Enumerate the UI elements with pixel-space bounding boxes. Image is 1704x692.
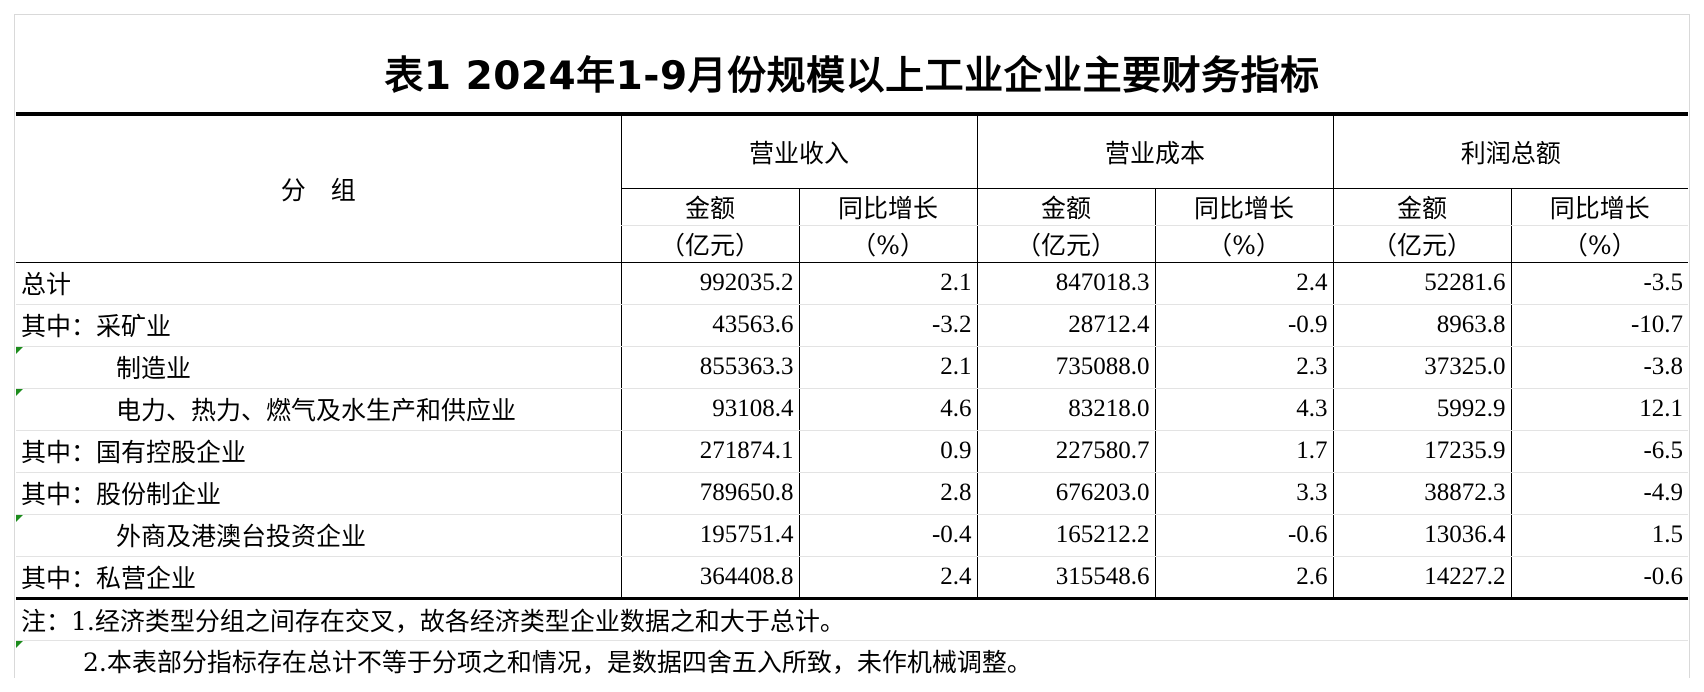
profit-growth-cell[interactable]: -0.6 bbox=[1510, 556, 1689, 600]
cost-growth-cell[interactable]: -0.9 bbox=[1154, 304, 1334, 347]
cost-amount-cell[interactable]: 165212.2 bbox=[976, 514, 1156, 557]
profit-growth-unit[interactable]: （%） bbox=[1510, 225, 1689, 263]
revenue-amount-cell[interactable]: 789650.8 bbox=[620, 472, 799, 515]
profit-growth-cell[interactable]: -4.9 bbox=[1510, 472, 1689, 515]
revenue-amount-cell[interactable]: 992035.2 bbox=[620, 262, 799, 305]
profit-amount-cell[interactable]: 38872.3 bbox=[1332, 472, 1512, 515]
cost-amount-header[interactable]: 金额 bbox=[976, 188, 1156, 226]
group-header-cell[interactable]: 分 组 bbox=[16, 112, 621, 263]
sheet-gridline bbox=[14, 14, 15, 678]
revenue-amount-cell[interactable]: 364408.8 bbox=[620, 556, 799, 600]
table-title[interactable]: 表1 2024年1-9月份规模以上工业企业主要财务指标 bbox=[384, 54, 1320, 99]
profit-amount-cell[interactable]: 13036.4 bbox=[1332, 514, 1512, 557]
cost-amount-cell[interactable]: 735088.0 bbox=[976, 346, 1156, 389]
profit-amount-header[interactable]: 金额 bbox=[1332, 188, 1512, 226]
profit-growth-cell[interactable]: -10.7 bbox=[1510, 304, 1689, 347]
profit-amount-cell[interactable]: 37325.0 bbox=[1332, 346, 1512, 389]
table-row: 电力、热力、燃气及水生产和供应业 93108.4 4.6 83218.0 4.3… bbox=[16, 388, 1689, 431]
financial-indicators-table: 分 组 营业收入 营业成本 利润总额 金额 同比增长 金额 同比增长 金额 同比… bbox=[16, 112, 1689, 682]
row-label[interactable]: 制造业 bbox=[16, 346, 621, 389]
table-note-2[interactable]: 2.本表部分指标存在总计不等于分项之和情况，是数据四舍五入所致，未作机械调整。 bbox=[16, 640, 1688, 682]
cost-amount-cell[interactable]: 227580.7 bbox=[976, 430, 1156, 473]
table-row: 总计 992035.2 2.1 847018.3 2.4 52281.6 -3.… bbox=[16, 262, 1689, 305]
cost-growth-cell[interactable]: -0.6 bbox=[1154, 514, 1334, 557]
cost-amount-cell[interactable]: 676203.0 bbox=[976, 472, 1156, 515]
cost-growth-header[interactable]: 同比增长 bbox=[1154, 188, 1334, 226]
revenue-growth-cell[interactable]: -0.4 bbox=[798, 514, 978, 557]
row-label[interactable]: 外商及港澳台投资企业 bbox=[16, 514, 621, 557]
cost-growth-cell[interactable]: 1.7 bbox=[1154, 430, 1334, 473]
profit-growth-cell[interactable]: -3.5 bbox=[1510, 262, 1689, 305]
table-row: 其中：国有控股企业 271874.1 0.9 227580.7 1.7 1723… bbox=[16, 430, 1689, 473]
profit-amount-unit[interactable]: （亿元） bbox=[1332, 225, 1512, 263]
table-row: 其中：采矿业 43563.6 -3.2 28712.4 -0.9 8963.8 … bbox=[16, 304, 1689, 347]
revenue-growth-cell[interactable]: 4.6 bbox=[798, 388, 978, 431]
profit-amount-cell[interactable]: 5992.9 bbox=[1332, 388, 1512, 431]
row-label[interactable]: 其中：私营企业 bbox=[16, 556, 621, 600]
row-label[interactable]: 电力、热力、燃气及水生产和供应业 bbox=[16, 388, 621, 431]
group-header-label: 分 组 bbox=[280, 175, 356, 205]
profit-growth-cell[interactable]: -6.5 bbox=[1510, 430, 1689, 473]
table-note-1[interactable]: 注：1.经济类型分组之间存在交叉，故各经济类型企业数据之和大于总计。 bbox=[16, 598, 1689, 641]
cost-group-header[interactable]: 营业成本 bbox=[976, 112, 1334, 189]
table-row: 其中：股份制企业 789650.8 2.8 676203.0 3.3 38872… bbox=[16, 472, 1689, 515]
profit-amount-cell[interactable]: 17235.9 bbox=[1332, 430, 1512, 473]
profit-amount-cell[interactable]: 52281.6 bbox=[1332, 262, 1512, 305]
cost-growth-cell[interactable]: 2.4 bbox=[1154, 262, 1334, 305]
revenue-growth-cell[interactable]: 2.8 bbox=[798, 472, 978, 515]
sheet-gridline bbox=[14, 14, 1690, 15]
table-row: 外商及港澳台投资企业 195751.4 -0.4 165212.2 -0.6 1… bbox=[16, 514, 1689, 557]
revenue-amount-header[interactable]: 金额 bbox=[620, 188, 799, 226]
profit-growth-header[interactable]: 同比增长 bbox=[1510, 188, 1689, 226]
cost-amount-unit[interactable]: （亿元） bbox=[976, 225, 1156, 263]
cost-amount-cell[interactable]: 315548.6 bbox=[976, 556, 1156, 600]
revenue-amount-cell[interactable]: 195751.4 bbox=[620, 514, 799, 557]
row-label[interactable]: 其中：股份制企业 bbox=[16, 472, 621, 515]
cost-growth-cell[interactable]: 4.3 bbox=[1154, 388, 1334, 431]
revenue-growth-cell[interactable]: 2.1 bbox=[798, 346, 978, 389]
profit-amount-cell[interactable]: 8963.8 bbox=[1332, 304, 1512, 347]
cost-amount-cell[interactable]: 83218.0 bbox=[976, 388, 1156, 431]
profit-growth-cell[interactable]: 12.1 bbox=[1510, 388, 1689, 431]
cost-growth-cell[interactable]: 2.6 bbox=[1154, 556, 1334, 600]
revenue-amount-cell[interactable]: 43563.6 bbox=[620, 304, 799, 347]
cost-growth-cell[interactable]: 3.3 bbox=[1154, 472, 1334, 515]
profit-growth-cell[interactable]: 1.5 bbox=[1510, 514, 1689, 557]
revenue-amount-cell[interactable]: 271874.1 bbox=[620, 430, 799, 473]
row-label[interactable]: 总计 bbox=[16, 262, 621, 305]
revenue-group-header[interactable]: 营业收入 bbox=[620, 112, 978, 189]
revenue-growth-cell[interactable]: 2.1 bbox=[798, 262, 978, 305]
revenue-growth-header[interactable]: 同比增长 bbox=[798, 188, 978, 226]
sheet-gridline bbox=[1689, 14, 1690, 678]
table-row: 制造业 855363.3 2.1 735088.0 2.3 37325.0 -3… bbox=[16, 346, 1689, 389]
revenue-amount-cell[interactable]: 855363.3 bbox=[620, 346, 799, 389]
revenue-amount-unit[interactable]: （亿元） bbox=[620, 225, 799, 263]
row-label[interactable]: 其中：国有控股企业 bbox=[16, 430, 621, 473]
profit-growth-cell[interactable]: -3.8 bbox=[1510, 346, 1689, 389]
profit-group-header[interactable]: 利润总额 bbox=[1332, 112, 1689, 189]
cost-amount-cell[interactable]: 847018.3 bbox=[976, 262, 1156, 305]
cost-growth-cell[interactable]: 2.3 bbox=[1154, 346, 1334, 389]
table-row: 其中：私营企业 364408.8 2.4 315548.6 2.6 14227.… bbox=[16, 556, 1689, 600]
revenue-growth-cell[interactable]: 2.4 bbox=[798, 556, 978, 600]
revenue-growth-unit[interactable]: （%） bbox=[798, 225, 978, 263]
cost-amount-cell[interactable]: 28712.4 bbox=[976, 304, 1156, 347]
profit-amount-cell[interactable]: 14227.2 bbox=[1332, 556, 1512, 600]
cost-growth-unit[interactable]: （%） bbox=[1154, 225, 1334, 263]
revenue-growth-cell[interactable]: -3.2 bbox=[798, 304, 978, 347]
revenue-growth-cell[interactable]: 0.9 bbox=[798, 430, 978, 473]
row-label[interactable]: 其中：采矿业 bbox=[16, 304, 621, 347]
revenue-amount-cell[interactable]: 93108.4 bbox=[620, 388, 799, 431]
